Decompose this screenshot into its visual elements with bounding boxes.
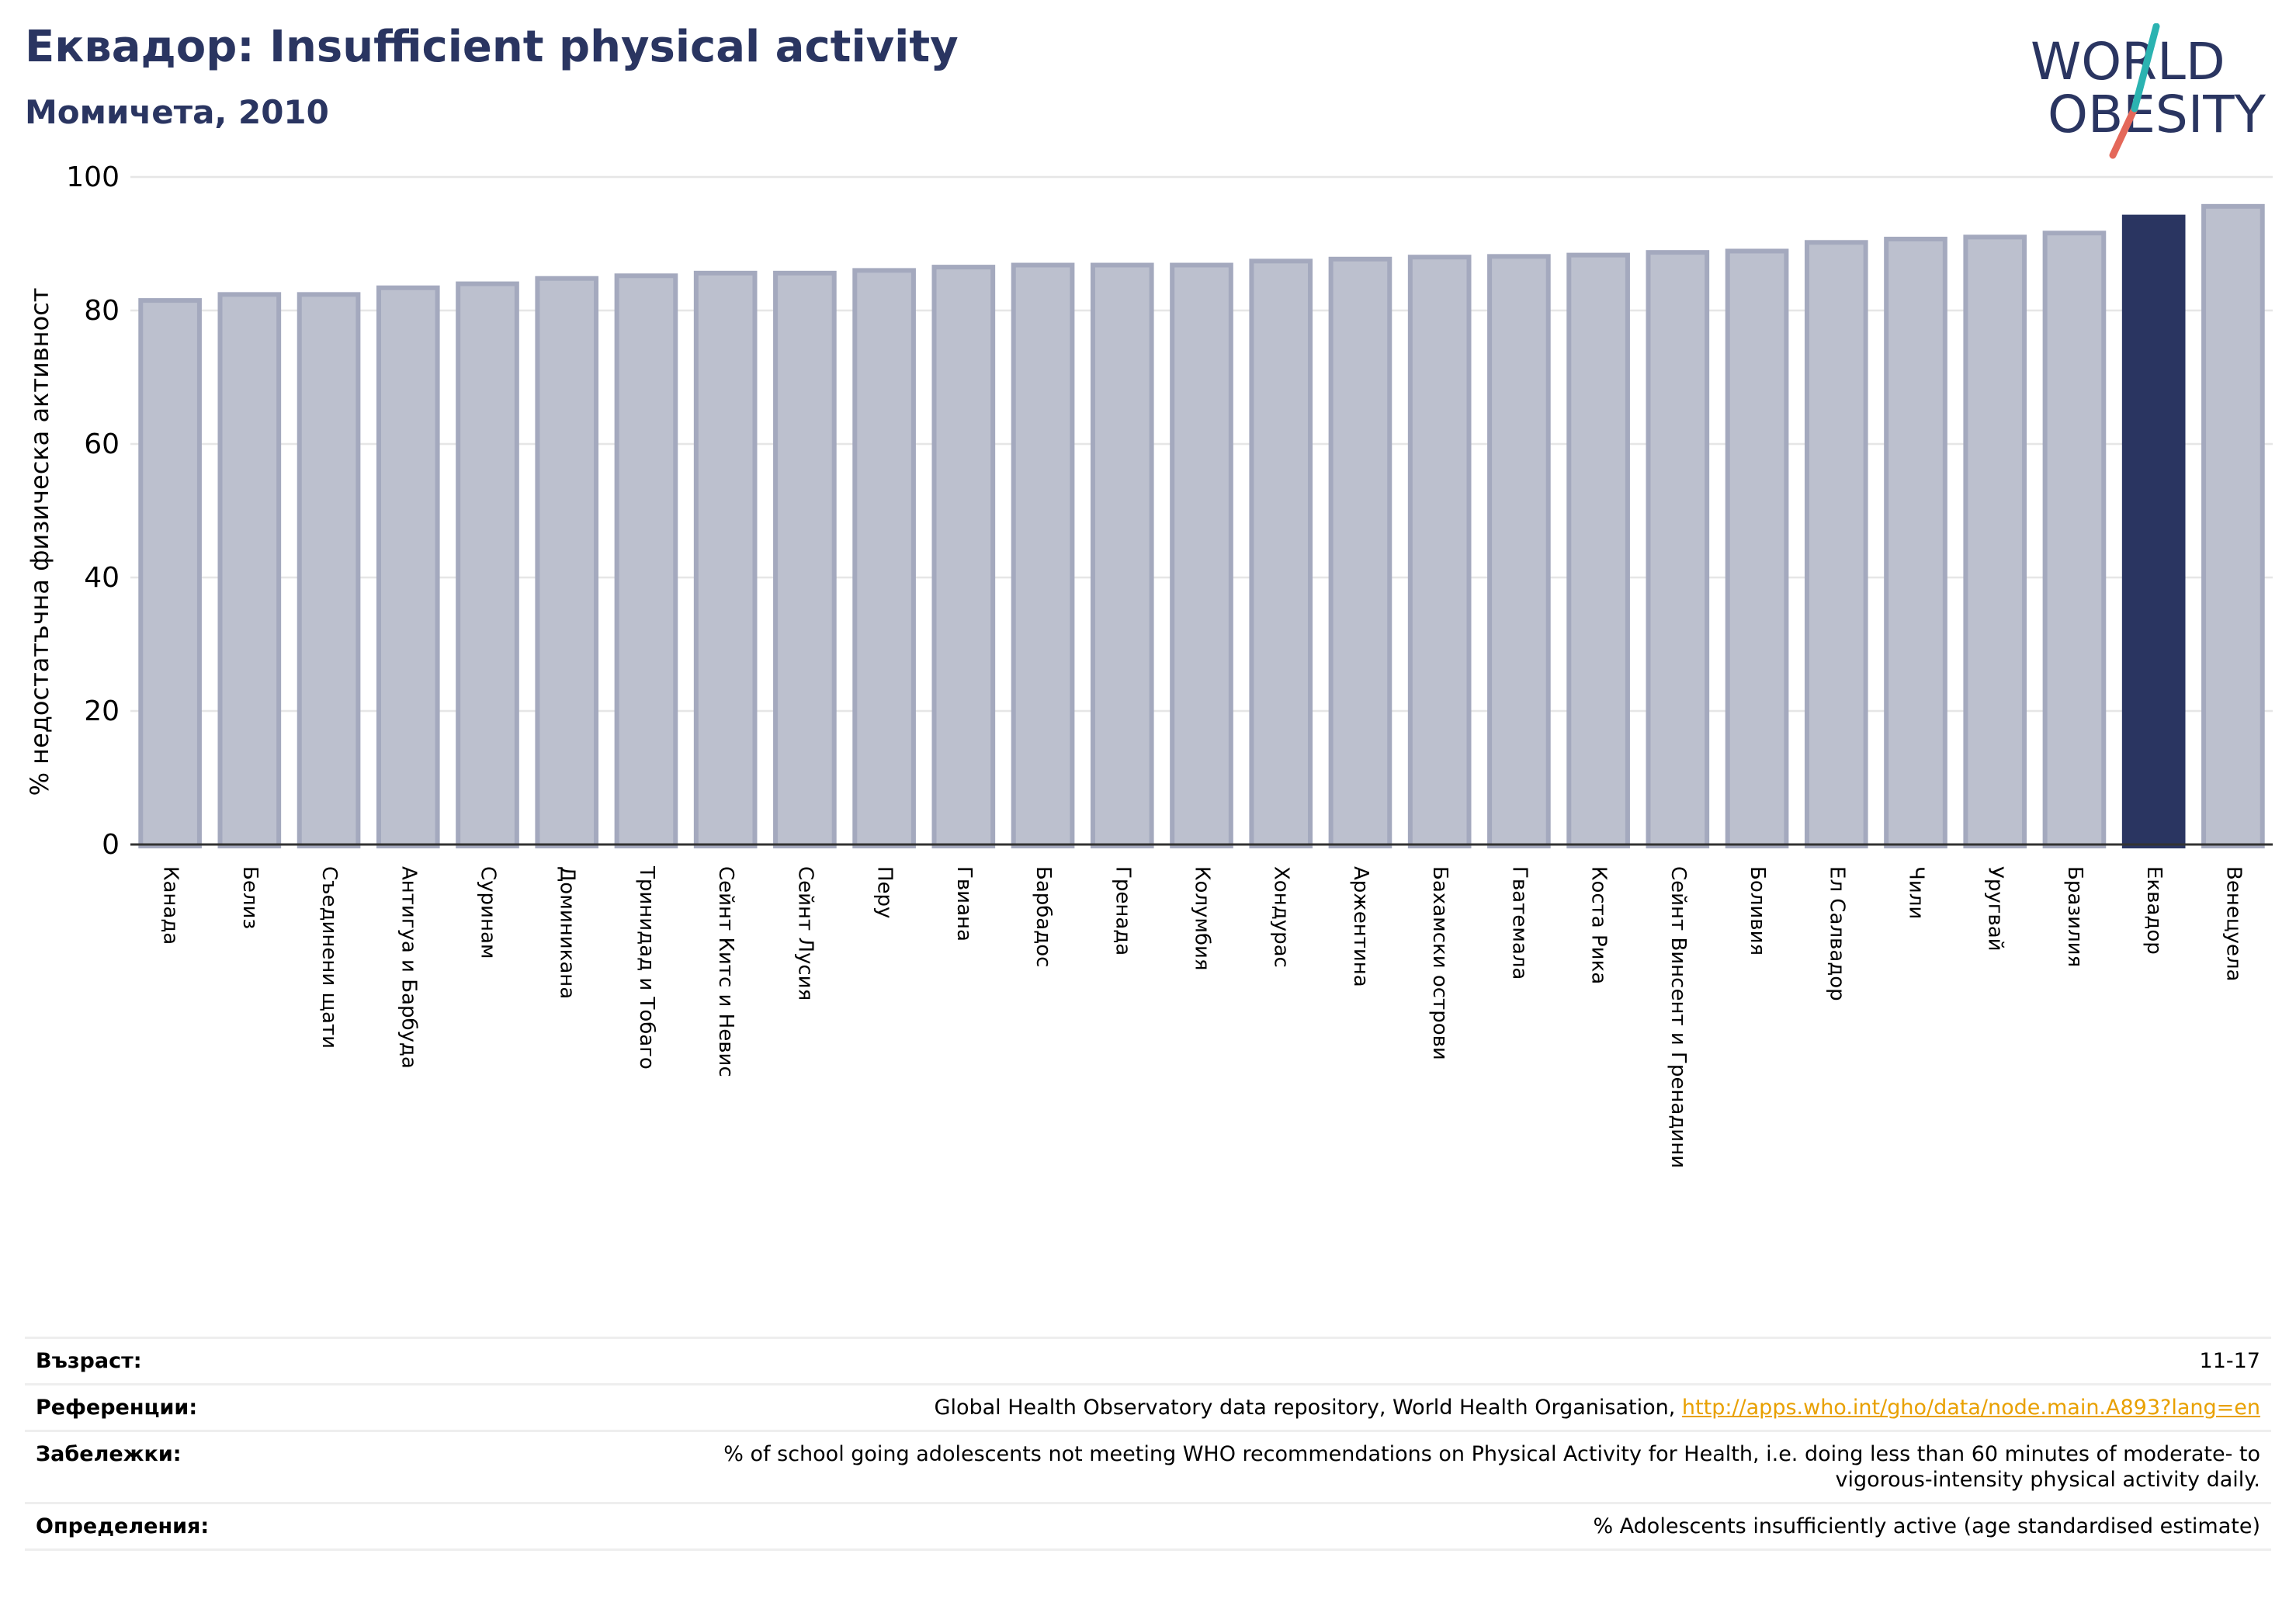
y-axis-label: % недостатъчна физическа активност — [25, 288, 54, 796]
x-tick-label: Колумбия — [1191, 866, 1214, 971]
bar — [456, 281, 519, 849]
bar — [1407, 255, 1472, 848]
logo-line-2: OBESITY — [2048, 85, 2267, 144]
x-tick-label: Канада — [159, 866, 182, 945]
bar — [2042, 231, 2107, 848]
info-row-definitions: Определения: % Adolescents insufficientl… — [25, 1502, 2271, 1551]
x-tick-label: Чили — [1905, 866, 1928, 919]
x-tick-label: Бразилия — [2063, 866, 2086, 967]
bar-chart: 0 20 40 60 80 100 Канада Белиз Съединени щати Ан… — [25, 161, 2273, 1168]
bar — [535, 276, 599, 849]
x-tick-label: Гренада — [1111, 866, 1134, 955]
x-tick-label: Тринидад и Тобаго — [635, 865, 658, 1070]
bar — [376, 285, 440, 848]
notes-label: Забележки: — [36, 1442, 182, 1466]
age-value: 11-17 — [2199, 1349, 2260, 1373]
bar — [773, 270, 837, 848]
x-tick-label: Гватемала — [1507, 866, 1531, 980]
x-tick-label: Уругвай — [1984, 866, 2007, 952]
bar — [1328, 256, 1393, 848]
y-tick-label: 40 — [84, 562, 120, 594]
x-tick-label: Аржентина — [1349, 866, 1372, 987]
bar — [1566, 252, 1630, 848]
bar — [852, 268, 916, 848]
x-tick-label: Ел Салвадор — [1825, 866, 1848, 1001]
info-row-notes: Забележки: % of school going adolescents… — [25, 1430, 2271, 1502]
definitions-label: Определения: — [36, 1514, 210, 1538]
x-tick-label: Белиз — [238, 866, 262, 929]
x-tick-label: Венецуела — [2221, 866, 2245, 981]
world-obesity-logo: WORLD OBESITY — [2031, 23, 2267, 159]
bar — [2121, 214, 2186, 849]
bar — [614, 273, 678, 848]
bar — [1170, 262, 1233, 848]
logo-slash-orange — [2109, 105, 2138, 159]
x-tick-label: Сейнт Китс и Невис — [714, 866, 737, 1077]
bar — [1487, 254, 1551, 848]
logo-line-1: WORLD — [2031, 32, 2225, 92]
x-tick-label: Съединени щати — [317, 866, 341, 1049]
y-tick-label: 80 — [84, 295, 120, 327]
chart-title: Еквадор: Insufficient physical activity — [25, 22, 959, 72]
references-link[interactable]: http://apps.who.int/gho/data/node.main.A… — [1681, 1396, 2260, 1420]
bar — [217, 292, 282, 848]
notes-value: % of school going adolescents not meetin… — [723, 1442, 2260, 1492]
x-tick-label: Сейнт Лусия — [793, 866, 817, 1001]
x-tick-label: Суринам — [477, 866, 500, 959]
x-tick-label: Перу — [873, 866, 897, 918]
x-tick-label: Сейнт Винсент и Гренадини — [1667, 866, 1690, 1168]
x-tick-label: Барбадос — [1032, 866, 1055, 967]
definitions-value: % Adolescents insufficiently active (age… — [1593, 1514, 2260, 1538]
x-tick-label: Еквадор — [2142, 866, 2166, 955]
x-tick-label: Боливия — [1746, 866, 1769, 955]
info-table: Възраст: 11-17 Референции: Global Health… — [25, 1337, 2271, 1551]
bar — [931, 265, 996, 849]
y-tick-label: 60 — [84, 428, 120, 460]
info-row-references: Референции: Global Health Observatory da… — [25, 1383, 2271, 1430]
bar — [1249, 258, 1313, 848]
x-tick-label: Доминикана — [556, 866, 579, 999]
x-tick-label: Хондурас — [1270, 866, 1293, 968]
age-label: Възраст: — [36, 1349, 142, 1373]
bar — [693, 270, 758, 848]
bar — [1725, 248, 1789, 848]
references-value: Global Health Observatory data repositor… — [935, 1395, 2260, 1420]
bars — [138, 203, 2265, 849]
bar — [1963, 234, 2027, 848]
bar — [297, 292, 361, 848]
bar — [1804, 240, 1868, 848]
bar — [138, 298, 202, 849]
x-tick-label: Гвиана — [952, 866, 976, 942]
references-label: Референции: — [36, 1396, 198, 1420]
bar — [1646, 250, 1710, 848]
x-tick-labels: Канада Белиз Съединени щати Антигуа и Барбу… — [159, 865, 2246, 1168]
y-tick-label: 0 — [102, 829, 120, 861]
y-tick-label: 100 — [66, 161, 120, 193]
bar — [1011, 262, 1075, 848]
bar — [1090, 262, 1154, 848]
chart-subtitle: Момичета, 2010 — [25, 93, 329, 131]
logo-slash-teal — [2131, 23, 2160, 113]
x-tick-label: Коста Рика — [1587, 866, 1611, 984]
info-row-age: Възраст: 11-17 — [25, 1337, 2271, 1383]
x-tick-label: Бахамски острови — [1428, 866, 1451, 1060]
bar — [2201, 203, 2265, 848]
bar — [1884, 236, 1947, 849]
y-tick-label: 20 — [84, 695, 120, 727]
references-text: Global Health Observatory data repositor… — [934, 1396, 1682, 1420]
x-tick-label: Антигуа и Барбуда — [397, 866, 420, 1069]
y-tick-labels: 0 20 40 60 80 100 — [66, 161, 120, 861]
